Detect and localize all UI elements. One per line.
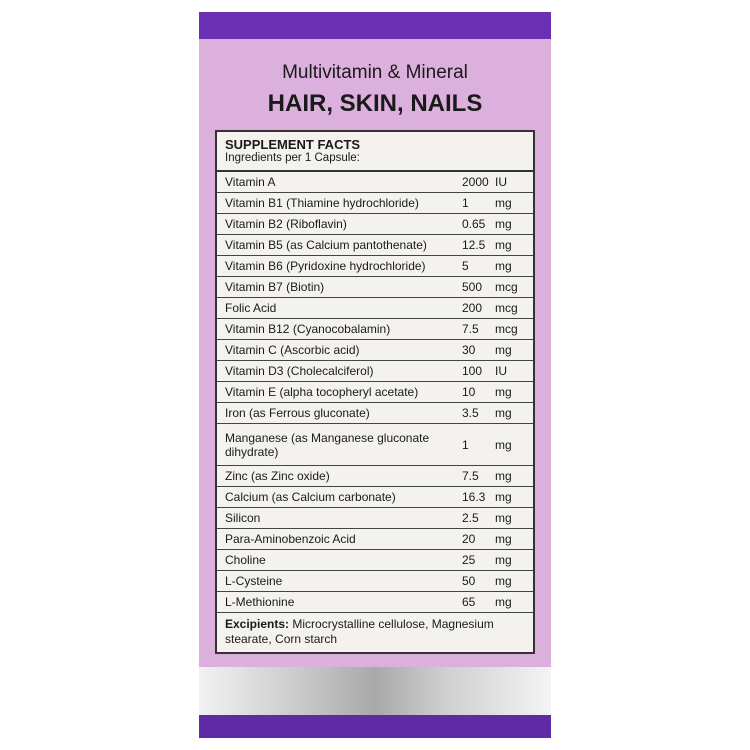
table-row: Vitamin B12 (Cyanocobalamin) 7.5 mcg xyxy=(217,319,533,340)
ingredient-name: Manganese (as Manganese gluconate dihydr… xyxy=(225,430,430,459)
product-label: Multivitamin & Mineral HAIR, SKIN, NAILS… xyxy=(199,12,551,738)
ingredient-unit: mcg xyxy=(495,322,518,336)
bottom-color-bar xyxy=(199,715,551,738)
product-title: Multivitamin & Mineral xyxy=(282,62,468,83)
ingredient-amount: 1 xyxy=(462,196,469,210)
ingredient-unit: mg xyxy=(495,511,512,525)
ingredient-name: Vitamin B2 (Riboflavin) xyxy=(225,217,347,231)
top-color-bar xyxy=(199,12,551,39)
ingredient-unit: mcg xyxy=(495,280,518,294)
ingredient-amount: 20 xyxy=(462,532,476,546)
table-row: Iron (as Ferrous gluconate) 3.5 mg xyxy=(217,403,533,424)
table-row: Vitamin B7 (Biotin) 500 mcg xyxy=(217,277,533,298)
table-row: Silicon 2.5 mg xyxy=(217,508,533,529)
ingredient-amount: 7.5 xyxy=(462,322,479,336)
supplement-facts-table: SUPPLEMENT FACTS Ingredients per 1 Capsu… xyxy=(215,130,535,654)
ingredient-amount: 3.5 xyxy=(462,406,479,420)
ingredient-name: Vitamin D3 (Cholecalciferol) xyxy=(225,364,374,378)
ingredient-name: Vitamin E (alpha tocopheryl acetate) xyxy=(225,385,419,399)
ingredient-name: Vitamin C (Ascorbic acid) xyxy=(225,343,360,357)
table-row: Calcium (as Calcium carbonate) 16.3 mg xyxy=(217,487,533,508)
ingredient-name: Iron (as Ferrous gluconate) xyxy=(225,406,370,420)
table-row: Vitamin C (Ascorbic acid) 30 mg xyxy=(217,340,533,361)
table-row: Folic Acid 200 mcg xyxy=(217,298,533,319)
ingredient-unit: IU xyxy=(495,364,507,378)
facts-heading: SUPPLEMENT FACTS xyxy=(225,137,361,152)
table-row: Para-Aminobenzoic Acid 20 mg xyxy=(217,529,533,550)
ingredient-amount: 16.3 xyxy=(462,490,486,504)
table-row: Vitamin B6 (Pyridoxine hydrochloride) 5 mg xyxy=(217,256,533,277)
ingredient-unit: mg xyxy=(495,532,512,546)
ingredient-name: Vitamin B7 (Biotin) xyxy=(225,280,325,294)
table-row: Vitamin A 2000 IU xyxy=(217,172,533,193)
table-row: Vitamin E (alpha tocopheryl acetate) 10 mg xyxy=(217,382,533,403)
ingredient-name: Choline xyxy=(225,553,266,567)
ingredient-name: Calcium (as Calcium carbonate) xyxy=(225,490,396,504)
ingredient-unit: mg xyxy=(495,437,512,452)
ingredient-amount: 100 xyxy=(462,364,483,378)
ingredient-unit: mg xyxy=(495,490,512,504)
ingredient-amount: 2.5 xyxy=(462,511,479,525)
silver-band xyxy=(199,667,551,715)
ingredient-name: Silicon xyxy=(225,511,261,525)
table-row: Choline 25 mg xyxy=(217,550,533,571)
ingredient-unit: mg xyxy=(495,595,512,609)
ingredient-name: Vitamin B6 (Pyridoxine hydrochloride) xyxy=(225,259,426,273)
table-row: L-Methionine 65 mg xyxy=(217,592,533,613)
ingredient-amount: 5 xyxy=(462,259,469,273)
ingredient-name: Folic Acid xyxy=(225,301,277,315)
ingredient-name: Vitamin B1 (Thiamine hydrochloride) xyxy=(225,196,419,210)
ingredient-unit: mg xyxy=(495,574,512,588)
ingredient-amount: 1 xyxy=(462,437,469,452)
ingredient-name: Vitamin B12 (Cyanocobalamin) xyxy=(225,322,391,336)
ingredient-name: L-Cysteine xyxy=(225,574,283,588)
ingredient-name: Zinc (as Zinc oxide) xyxy=(225,469,330,483)
facts-header: SUPPLEMENT FACTS Ingredients per 1 Capsu… xyxy=(217,132,533,172)
ingredient-name: L-Methionine xyxy=(225,595,295,609)
ingredient-unit: mg xyxy=(495,259,512,273)
table-row: Vitamin B5 (as Calcium pantothenate) 12.5… xyxy=(217,235,533,256)
ingredient-unit: mg xyxy=(495,553,512,567)
excipients-text: Microcrystalline cellulose, Magnesium st… xyxy=(225,617,494,646)
ingredient-unit: mg xyxy=(495,238,512,252)
table-row: Manganese (as Manganese gluconate dihydr… xyxy=(217,424,533,466)
ingredient-amount: 0.65 xyxy=(462,217,486,231)
ingredient-amount: 65 xyxy=(462,595,476,609)
ingredient-amount: 500 xyxy=(462,280,483,294)
ingredient-amount: 25 xyxy=(462,553,476,567)
excipients-label: Excipients: xyxy=(225,617,290,631)
ingredient-unit: mg xyxy=(495,385,512,399)
table-row: Vitamin B2 (Riboflavin) 0.65 mg xyxy=(217,214,533,235)
table-row: Vitamin D3 (Cholecalciferol) 100 IU xyxy=(217,361,533,382)
ingredient-amount: 10 xyxy=(462,385,476,399)
table-row: L-Cysteine 50 mg xyxy=(217,571,533,592)
ingredient-name: Vitamin A xyxy=(225,175,276,189)
ingredient-amount: 2000 xyxy=(462,175,489,189)
ingredient-amount: 12.5 xyxy=(462,238,486,252)
ingredient-amount: 7.5 xyxy=(462,469,479,483)
table-row: Vitamin B1 (Thiamine hydrochloride) 1 mg xyxy=(217,193,533,214)
ingredient-unit: mg xyxy=(495,217,512,231)
ingredient-name: Para-Aminobenzoic Acid xyxy=(225,532,356,546)
ingredient-amount: 50 xyxy=(462,574,476,588)
ingredient-unit: mg xyxy=(495,343,512,357)
ingredient-amount: 200 xyxy=(462,301,483,315)
ingredient-unit: mg xyxy=(495,196,512,210)
ingredient-unit: IU xyxy=(495,175,507,189)
ingredient-amount: 30 xyxy=(462,343,476,357)
serving-size: Ingredients per 1 Capsule: xyxy=(225,152,360,164)
ingredient-unit: mg xyxy=(495,469,512,483)
product-subtitle: HAIR, SKIN, NAILS xyxy=(267,90,483,117)
ingredient-name: Vitamin B5 (as Calcium pantothenate) xyxy=(225,238,427,252)
ingredient-unit: mg xyxy=(495,406,512,420)
ingredient-unit: mcg xyxy=(495,301,518,315)
table-row: Zinc (as Zinc oxide) 7.5 mg xyxy=(217,466,533,487)
excipients: Excipients: Microcrystalline cellulose, … xyxy=(217,613,533,652)
